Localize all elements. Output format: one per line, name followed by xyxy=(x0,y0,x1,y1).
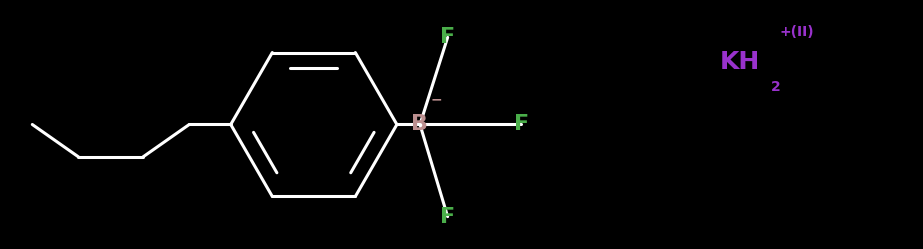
Text: +(II): +(II) xyxy=(780,25,815,39)
Text: F: F xyxy=(440,207,455,227)
Text: KH: KH xyxy=(720,50,761,74)
Text: 2: 2 xyxy=(771,80,781,94)
Text: F: F xyxy=(440,27,455,47)
Text: −: − xyxy=(431,93,442,107)
Text: F: F xyxy=(514,115,529,134)
Text: B: B xyxy=(412,115,428,134)
